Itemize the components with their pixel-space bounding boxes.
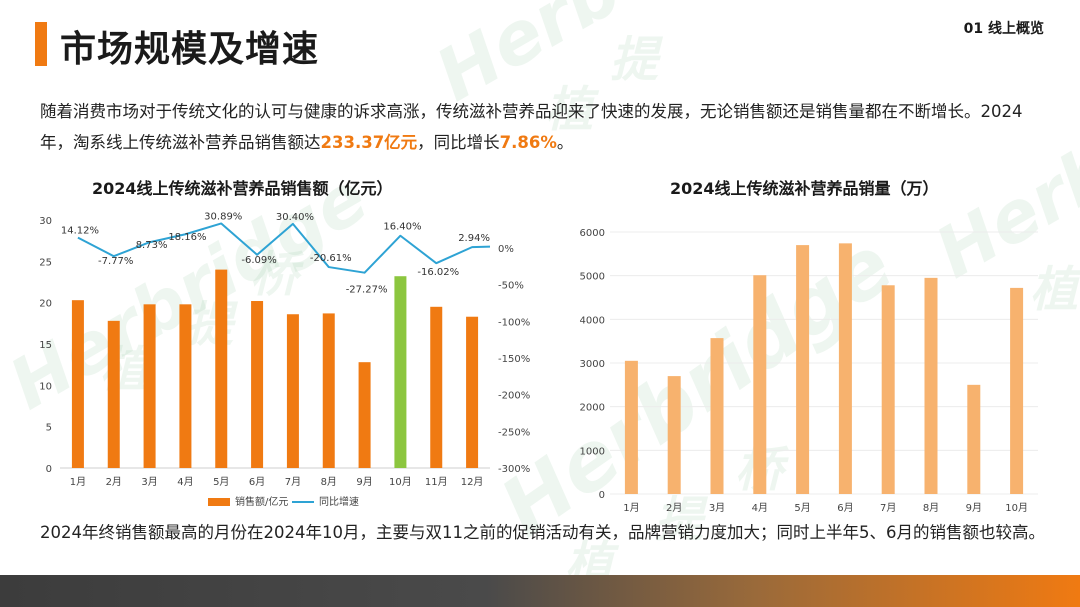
x-tick-label: 10月 [1005,502,1028,514]
sales-highlight: 233.37亿元 [320,133,418,152]
section-label: 01 线上概览 [963,21,1044,37]
x-tick-label: 6月 [837,502,853,514]
sales-bar [466,316,479,468]
y-tick-label: 3000 [580,359,605,370]
x-tick-label: 4月 [752,502,768,514]
summary-text: 2024年终销售额最高的月份在2024年10月，主要与双11之前的促销活动有关，… [40,523,1045,542]
y-right-tick-label: -150% [498,354,530,365]
volume-chart: 0 1000 2000 3000 4000 5000 6000 1月 2月 3月 4月 5月 6月 7月 8… [580,228,1038,514]
growth-data-label: 2.94% [458,233,490,244]
legend-label-sales: 销售额/亿元 [235,495,288,508]
growth-data-label: -7.77% [98,256,133,267]
sales-bar [179,304,192,468]
x-tick-label: 12月 [461,476,484,488]
x-tick-label: 9月 [356,476,372,488]
x-tick-label: 7月 [285,476,301,488]
volume-bar [924,277,938,494]
sales-bar [394,276,407,468]
sales-bar [322,313,335,468]
y-left-tick-label: 30 [39,216,52,227]
y-right-tick-label: -300% [498,464,530,475]
intro-text-end: 。 [556,133,574,152]
x-tick-label: 7月 [880,502,896,514]
x-tick-label: 10月 [389,476,412,488]
volume-bar [667,376,681,494]
x-tick-label: 11月 [425,476,448,488]
sales-bar [286,314,299,468]
growth-data-label: -20.61% [310,253,352,264]
sales-bar [430,306,443,468]
volume-bar [624,360,638,494]
legend-label-growth: 同比增速 [319,495,359,508]
growth-data-label: -16.02% [417,267,459,278]
growth-data-label: 30.89% [204,211,242,222]
y-tick-label: 4000 [580,315,605,326]
volume-bar [710,338,724,494]
intro-text-middle: ，同比增长 [417,133,500,152]
volume-bar [881,285,895,494]
sales-bar [251,301,264,468]
volume-chart-title: 2024线上传统滋补营养品销量（万） [670,179,939,198]
y-tick-label: 1000 [580,446,605,457]
sales-chart: 0 5 10 15 20 25 30 0% -50% -100% -150% -200% -250% -3… [39,211,530,508]
y-tick-label: 5000 [580,272,605,283]
x-tick-label: 8月 [321,476,337,488]
watermark-cn: 提 [610,32,659,88]
x-tick-label: 1月 [70,476,86,488]
growth-data-label: 18.16% [168,232,206,243]
growth-highlight: 7.86% [499,133,557,152]
y-tick-label: 6000 [580,228,605,239]
x-tick-label: 1月 [623,502,639,514]
x-tick-label: 5月 [213,476,229,488]
x-tick-label: 3月 [709,502,725,514]
growth-data-label: 16.40% [383,222,421,233]
volume-bar [838,243,852,494]
y-left-tick-label: 20 [39,299,52,310]
sales-bar [107,320,120,468]
growth-data-label: -6.09% [241,255,276,266]
y-right-tick-label: 0% [498,244,514,255]
growth-line [77,222,491,274]
y-left-tick-label: 10 [39,381,52,392]
y-right-tick-label: -100% [498,317,530,328]
x-tick-label: 2月 [106,476,122,488]
sales-bar [71,300,84,468]
growth-data-label: 30.40% [276,212,314,223]
sales-chart-title: 2024线上传统滋补营养品销售额（亿元） [92,179,393,198]
x-tick-label: 4月 [177,476,193,488]
y-tick-label: 2000 [580,403,605,414]
volume-bar [796,245,810,494]
x-tick-label: 5月 [794,502,810,514]
sales-bar [143,304,156,468]
y-left-tick-label: 5 [46,423,52,434]
y-tick-label: 0 [599,490,605,501]
volume-bar [967,384,981,494]
growth-data-label: -27.27% [346,285,388,296]
sales-bar [358,362,371,468]
intro-paragraph: 随着消费市场对于传统文化的认可与健康的诉求高涨，传统滋补营养品迎来了快速的发展，… [40,96,1040,158]
volume-bar [753,275,767,494]
sales-bar [215,269,228,468]
y-left-tick-label: 0 [46,464,52,475]
x-tick-label: 8月 [923,502,939,514]
x-tick-label: 2月 [666,502,682,514]
growth-data-label: 8.73% [136,240,168,251]
intro-text: 随着消费市场对于传统文化的认可与健康的诉求高涨，传统滋补营养品迎来了快速的发展，… [40,102,1023,152]
x-tick-label: 9月 [966,502,982,514]
y-right-tick-label: -50% [498,281,524,292]
y-left-tick-label: 25 [39,257,52,268]
x-tick-label: 3月 [141,476,157,488]
y-right-tick-label: -200% [498,391,530,402]
y-left-tick-label: 15 [39,340,52,351]
legend-swatch-sales [208,498,230,506]
y-right-tick-label: -250% [498,427,530,438]
x-tick-label: 6月 [249,476,265,488]
volume-bar [1010,287,1024,494]
bottom-band [0,575,1080,607]
title-accent-bar [35,22,47,66]
growth-data-label: 14.12% [61,226,99,237]
page-title: 市场规模及增速 [60,29,320,70]
